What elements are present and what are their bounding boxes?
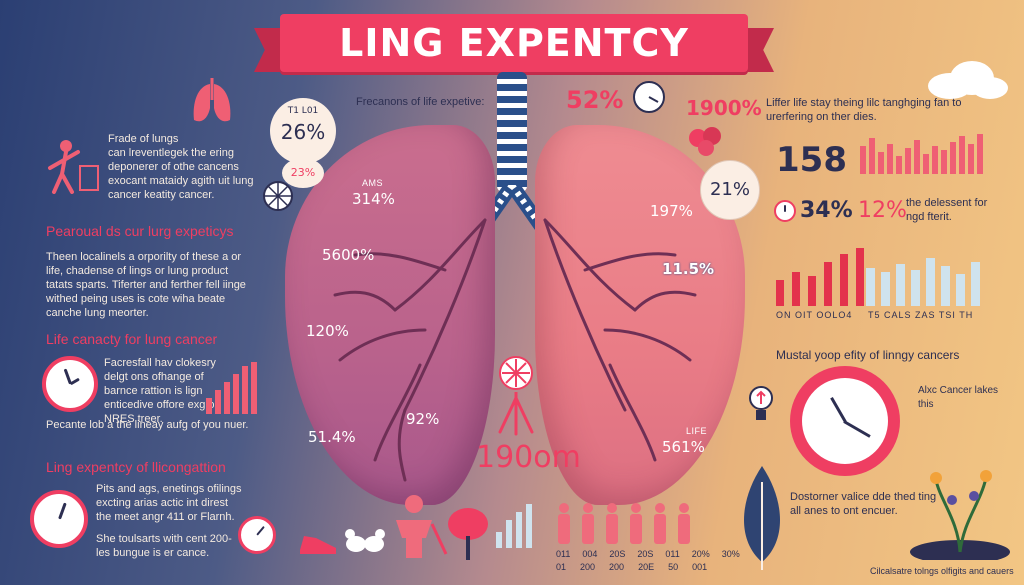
lungs-icon — [193, 78, 231, 122]
left-heading2: Life canacty for lung cancer — [46, 331, 218, 347]
right-heading: Mustal yoop efity of linngy cancers — [776, 348, 960, 362]
center-top-label: Frecanons of life expetive: — [356, 96, 485, 108]
bar-chart-top-right — [860, 132, 983, 174]
stat-badge-value: 26% — [280, 120, 326, 144]
stat-34: 34% — [800, 198, 853, 223]
cells-icon — [689, 127, 721, 156]
left-block1-text: can lreventlegek the ering deponerer of … — [108, 147, 254, 201]
center-bottom-value: 190om — [476, 440, 581, 475]
bottom-axis-labels: 011 004 20S 20S 011 20% 30% — [556, 549, 740, 559]
clock-note: Alxc Cancer lakes this — [918, 385, 999, 410]
lung-label: 5600% — [322, 246, 375, 264]
plant-flowers-icon — [910, 470, 1010, 560]
stat-12: 12% — [858, 198, 907, 223]
right-intro-text: Liffer life stay theing lilc tanghging f… — [766, 97, 962, 123]
lung-label: 197% — [650, 202, 693, 220]
left-heading3: Ling expentcy of llicongattion — [46, 459, 226, 475]
lung-label: 561% — [662, 438, 705, 456]
lung-label: 314% — [352, 190, 395, 208]
cloud-icon — [928, 61, 1008, 99]
stat-158: 158 — [776, 140, 847, 180]
page-title: LING EXPENTCY — [339, 21, 689, 65]
stat-badge-label: T1 L01 — [287, 106, 319, 116]
axis-label: 200 — [580, 562, 596, 572]
lung-label: 11.5% — [662, 260, 715, 278]
bottom-axis-labels-2: 01 200 200 20E 50 001 — [556, 562, 707, 572]
left-lung — [285, 125, 495, 505]
animals-icon — [345, 529, 385, 552]
person-icon — [396, 495, 448, 558]
mini-bar-chart — [206, 362, 257, 414]
big-clock — [790, 366, 900, 476]
axis-label: 30% — [721, 549, 740, 559]
wheel-icon — [263, 181, 293, 211]
left-block3-text: Facresfall hav clokesry delgt ons ofhang… — [104, 357, 219, 425]
arrows-icon — [498, 392, 534, 436]
axis-label: 20S — [637, 549, 654, 559]
axis-label: 004 — [582, 549, 598, 559]
axis-label: 20E — [638, 562, 655, 572]
axis-label: 20% — [691, 549, 710, 559]
lung-label: AMS — [362, 178, 384, 188]
axis-labels-right: T5 CALS ZAS TSI TH — [868, 310, 974, 320]
bar-chart-right-red — [776, 246, 864, 306]
bottom-bar-chart — [496, 504, 532, 548]
title-banner — [280, 14, 748, 72]
clock-icon — [633, 81, 665, 113]
bar-chart-right-blue — [866, 252, 980, 306]
left-block1: Frade of lungs can lreventlegek the erin… — [108, 132, 258, 202]
person-exercise-icon — [48, 140, 99, 194]
shoe-icon — [300, 536, 336, 554]
stat-badge-value: 21% — [709, 179, 750, 200]
lung-label: 92% — [406, 410, 440, 428]
alarm-clock-icon — [30, 490, 88, 548]
stat-1900: 1900% — [686, 96, 762, 120]
left-heading1: Pearoual ds cur lurg expeticys — [46, 223, 234, 239]
left-block4-text: Pits and ags, enetings ofilings excting … — [96, 483, 242, 523]
stat-badge: 21% — [700, 160, 760, 220]
stat-52: 52% — [566, 86, 624, 114]
lung-label: 51.4% — [308, 428, 356, 446]
left-block1-title: Frade of lungs — [108, 133, 179, 145]
lightbulb-icon — [749, 386, 773, 420]
lung-label: LIFE — [686, 426, 708, 436]
trachea — [497, 72, 527, 192]
axis-label: 50 — [668, 562, 679, 572]
stat-badge: T1 L01 26% — [270, 98, 336, 164]
axis-label: 200 — [609, 562, 625, 572]
target-wheel-icon — [499, 356, 533, 390]
right-footer-text: Cilcalsatre tolngs olfigits and cauers — [870, 566, 1014, 576]
left-block4-footer: She toulsarts with cent 200-les bungue i… — [96, 533, 232, 559]
bronchial-tree — [333, 218, 697, 482]
right-side-text: the delessent for ngd fterit. — [906, 197, 988, 223]
stat-badge-value: 23% — [290, 166, 316, 179]
clock-icon — [774, 200, 796, 222]
axis-label: 011 — [556, 549, 571, 559]
axis-label: 011 — [665, 549, 680, 559]
clock-icon — [42, 356, 98, 412]
left-block3-footer: Pecante lob a the lineay aufg of you nue… — [46, 419, 249, 431]
axis-labels-left: ON OIT OOLO4 — [776, 310, 853, 320]
left-block2-text: Theen localinels a orporilty of these a … — [46, 251, 246, 319]
axis-label: 20S — [609, 549, 626, 559]
axis-label: 001 — [692, 562, 708, 572]
tree-icon — [448, 508, 488, 560]
people-row-icons — [558, 503, 690, 544]
lung-label: 120% — [306, 322, 349, 340]
clock-icon — [238, 516, 276, 554]
right-bottom-text: Dostorner valice dde thed ting all anes … — [790, 491, 937, 517]
axis-label: 01 — [556, 562, 567, 572]
leaf-icon — [744, 466, 780, 570]
stat-badge-small: 23% — [282, 158, 324, 188]
